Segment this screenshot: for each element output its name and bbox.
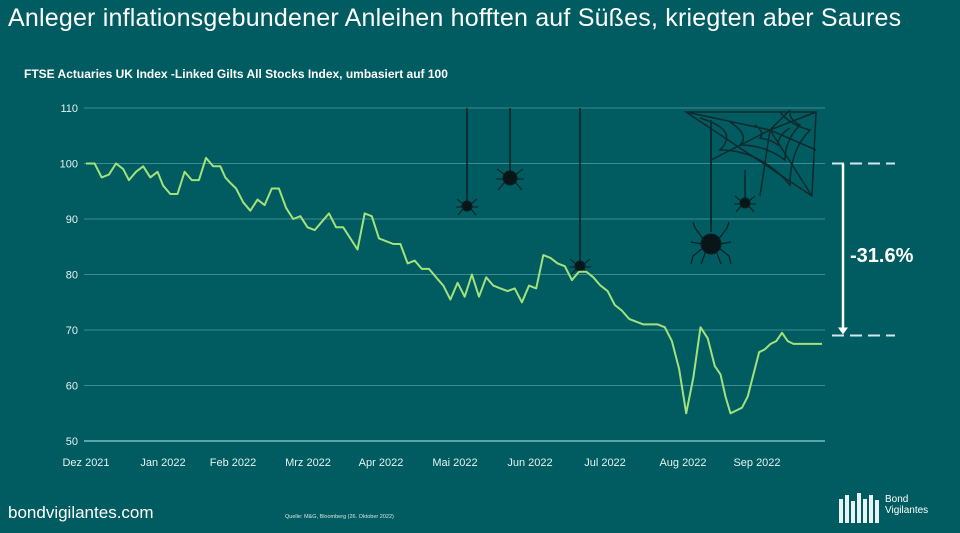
bond-vigilantes-logo-icon	[839, 493, 879, 523]
x-tick-label: Jun 2022	[507, 457, 552, 469]
range-annotation	[832, 162, 895, 337]
spider-icon	[690, 221, 732, 265]
y-axis-ticks: 50 60 70 80 90 100 110	[60, 103, 78, 448]
spider-icon	[734, 195, 756, 213]
logo-line-1: Bond	[885, 494, 909, 505]
chart-subtitle: FTSE Actuaries UK Index -Linked Gilts Al…	[24, 67, 448, 81]
x-tick-label: Feb 2022	[210, 457, 256, 469]
x-tick-label: Jan 2022	[140, 457, 185, 469]
y-tick-label: 60	[66, 381, 78, 393]
spider-icon	[496, 168, 524, 191]
y-tick-label: 110	[60, 103, 78, 115]
annotation-arrow-head	[838, 327, 848, 335]
range-annotation-label: -31.6%	[850, 245, 914, 267]
gridlines	[84, 107, 825, 442]
cobweb-icon	[683, 109, 817, 198]
footer-source: Quelle: M&G, Bloomberg (26. Oktober 2022…	[285, 514, 394, 520]
y-tick-label: 80	[66, 270, 78, 282]
y-tick-label: 90	[66, 214, 78, 226]
spider-icon	[456, 198, 478, 216]
logo-text: Bond Vigilantes	[885, 494, 928, 516]
y-tick-label: 100	[60, 159, 78, 171]
footer-site-link[interactable]: bondvigilantes.com	[8, 503, 154, 522]
y-tick-label: 70	[66, 325, 78, 337]
y-tick-label: 50	[66, 436, 78, 448]
page-title: Anleger inflationsgebundener Anleihen ho…	[8, 4, 902, 32]
x-tick-label: Aug 2022	[659, 457, 706, 469]
x-tick-label: Jul 2022	[584, 457, 626, 469]
x-tick-label: Mai 2022	[432, 457, 477, 469]
x-tick-label: Sep 2022	[733, 457, 780, 469]
x-tick-label: Apr 2022	[359, 457, 404, 469]
x-tick-label: Mrz 2022	[285, 457, 331, 469]
logo-line-2: Vigilantes	[885, 505, 929, 516]
x-axis-ticks: Dez 2021 Jan 2022 Feb 2022 Mrz 2022 Apr 2022…	[62, 457, 780, 469]
series-line	[86, 156, 822, 415]
spider-decorations	[456, 108, 817, 276]
x-tick-label: Dez 2021	[62, 457, 109, 469]
